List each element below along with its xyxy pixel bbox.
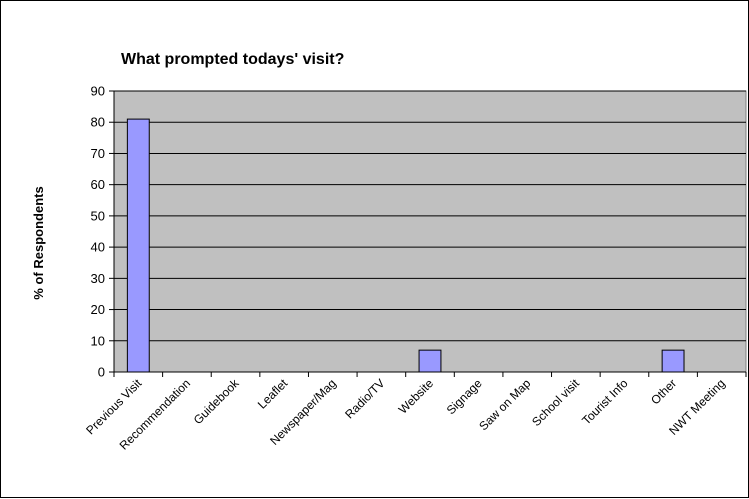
y-tick-label: 60 <box>91 177 105 192</box>
x-category-label: Saw on Map <box>476 376 533 433</box>
bar <box>661 349 685 373</box>
x-category-label: Website <box>396 376 437 417</box>
x-category-label: Radio/TV <box>342 376 387 421</box>
y-axis-label: % of Respondents <box>31 186 46 299</box>
bar <box>126 118 150 373</box>
x-category-label: School visit <box>529 376 582 429</box>
y-tick-label: 70 <box>91 146 105 161</box>
x-category-label: Signage <box>444 376 485 417</box>
y-tick-label: 80 <box>91 115 105 130</box>
bar <box>418 349 442 373</box>
y-tick-label: 90 <box>91 84 105 99</box>
chart-title: What prompted todays' visit? <box>121 51 344 68</box>
y-tick-label: 0 <box>98 365 105 380</box>
plot-background <box>113 90 747 373</box>
y-tick-label: 20 <box>91 302 105 317</box>
y-tick-label: 30 <box>91 271 105 286</box>
x-category-label: Tourist Info <box>579 376 631 428</box>
y-tick-label: 40 <box>91 240 105 255</box>
y-tick-label: 50 <box>91 208 105 223</box>
x-category-label: Leaflet <box>255 376 291 412</box>
y-tick-label: 10 <box>91 333 105 348</box>
x-category-label: Other <box>648 376 679 407</box>
x-category-label: Guidebook <box>191 376 243 428</box>
